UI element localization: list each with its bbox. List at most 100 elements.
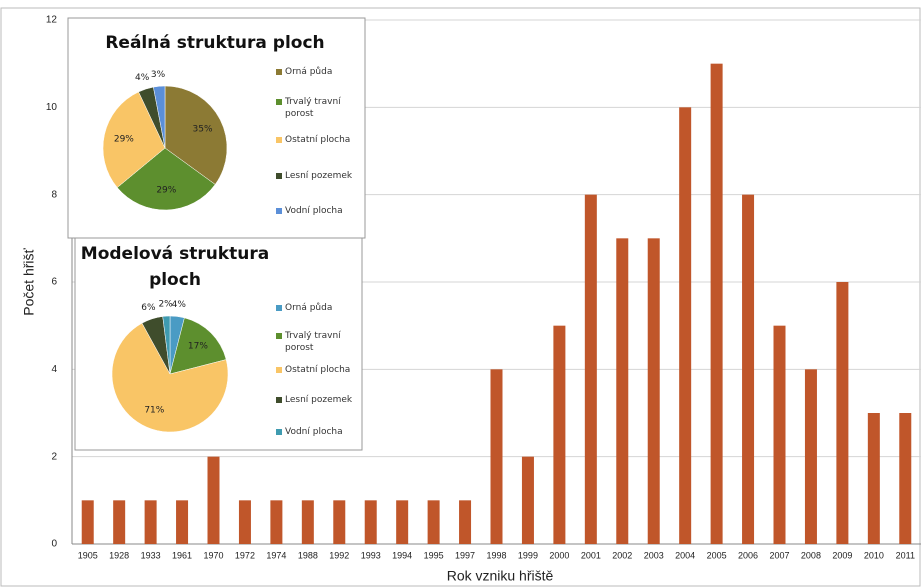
pie-slice (116, 147, 216, 211)
legend-label: Trvalý travní porost (285, 97, 341, 119)
x-tick-label: 1992 (329, 550, 349, 560)
y-tick-label: 2 (51, 451, 57, 462)
x-tick-label: 1988 (298, 550, 318, 560)
legend-label-box: Vodní plocha (285, 206, 343, 216)
x-tick-label: 2008 (801, 550, 821, 560)
pie-label: 4% (172, 300, 187, 310)
bar (364, 500, 377, 544)
legend-swatch (276, 305, 282, 311)
bar (616, 238, 629, 545)
bar (270, 500, 283, 544)
x-tick-label: 2004 (675, 550, 695, 560)
x-tick-label: 2007 (769, 550, 789, 560)
pie-title: Reálná struktura ploch (105, 33, 325, 53)
legend-label: Lesní pozemek (285, 171, 353, 181)
x-tick-label: 2003 (644, 550, 664, 560)
y-tick-label: 4 (51, 364, 57, 375)
x-tick-label: 2010 (864, 550, 884, 560)
pie-title-box: Reálná struktura ploch (105, 33, 325, 53)
bar (207, 456, 220, 544)
legend-label-box: Ostatní plocha (285, 365, 350, 375)
bar (836, 282, 849, 544)
bar (867, 413, 880, 544)
x-tick-label: 1993 (361, 550, 381, 560)
legend-swatch (276, 208, 282, 214)
legend-swatch (276, 69, 282, 75)
legend-label-box: Ostatní plocha (285, 135, 351, 145)
bar (113, 500, 126, 544)
bar (301, 500, 314, 544)
bar (584, 194, 597, 544)
pie-label: 17% (188, 342, 208, 352)
bar (553, 325, 566, 544)
y-tick-label: 6 (51, 277, 57, 288)
bar (459, 500, 472, 544)
legend-label-box: Lesní pozemek (285, 395, 353, 405)
bar (679, 107, 692, 544)
x-tick-label: 2001 (581, 550, 601, 560)
pie-slice (102, 91, 166, 188)
bar (521, 456, 534, 544)
legend-label-box: Orná půda (285, 303, 333, 313)
legend-swatch (276, 397, 282, 403)
pie-slice (169, 317, 227, 375)
x-tick-label: 1928 (109, 550, 129, 560)
bar (396, 500, 409, 544)
x-tick-label: 1998 (486, 550, 506, 560)
bar (710, 63, 723, 545)
pie-slice (111, 322, 229, 433)
x-tick-label: 1961 (172, 550, 192, 560)
x-tick-label: 1995 (424, 550, 444, 560)
x-tick-label: 2000 (549, 550, 569, 560)
pie-slice (164, 85, 228, 185)
bar (238, 500, 251, 544)
bar (81, 500, 94, 544)
legend-swatch (276, 367, 282, 373)
legend-swatch (276, 99, 282, 105)
x-tick-label: 2011 (896, 550, 915, 560)
x-tick-label: 1974 (266, 550, 286, 560)
pie-label: 29% (114, 134, 134, 144)
x-tick-label: 2002 (612, 550, 632, 560)
legend-label-box: Lesní pozemek (285, 171, 353, 181)
x-tick-label: 1970 (203, 550, 223, 560)
legend-label: Ostatní plocha (285, 135, 351, 145)
bar (742, 194, 755, 544)
legend-label-box: Vodní plocha (285, 427, 343, 437)
x-tick-label: 1972 (235, 550, 255, 560)
legend-label: Vodní plocha (285, 206, 343, 216)
pie-label: 4% (135, 73, 150, 83)
x-tick-label: 2009 (832, 550, 852, 560)
legend-swatch (276, 429, 282, 435)
legend-swatch (276, 333, 282, 339)
bar (144, 500, 157, 544)
y-tick-label: 8 (51, 189, 57, 200)
bar (647, 238, 660, 545)
legend-label-box: Trvalý travní porost (285, 331, 341, 353)
pie-title: Modelová struktura ploch (80, 244, 270, 290)
pie-slice (162, 315, 171, 375)
pie-title-box: Modelová struktura ploch (80, 244, 270, 290)
bar (899, 413, 912, 544)
y-tick-label: 12 (46, 15, 58, 26)
x-tick-label: 1997 (455, 550, 475, 560)
pie-label: 6% (141, 303, 156, 313)
legend-label: Vodní plocha (285, 427, 343, 437)
x-tick-label: 1994 (392, 550, 412, 560)
y-tick-label: 0 (51, 539, 57, 550)
x-tick-label: 1933 (141, 550, 161, 560)
bar (427, 500, 440, 544)
legend-swatch (276, 137, 282, 143)
bar (176, 500, 189, 544)
pie-label: 71% (144, 406, 164, 416)
pie-slice (153, 85, 166, 149)
bar (490, 369, 503, 544)
legend-label: Trvalý travní porost (285, 331, 341, 353)
pie-label: 2% (158, 300, 173, 310)
legend-label: Orná půda (285, 67, 333, 77)
pie-label: 35% (193, 124, 213, 134)
legend-label: Orná půda (285, 303, 333, 313)
bar (804, 369, 817, 544)
legend-label: Lesní pozemek (285, 395, 353, 405)
bar (333, 500, 346, 544)
